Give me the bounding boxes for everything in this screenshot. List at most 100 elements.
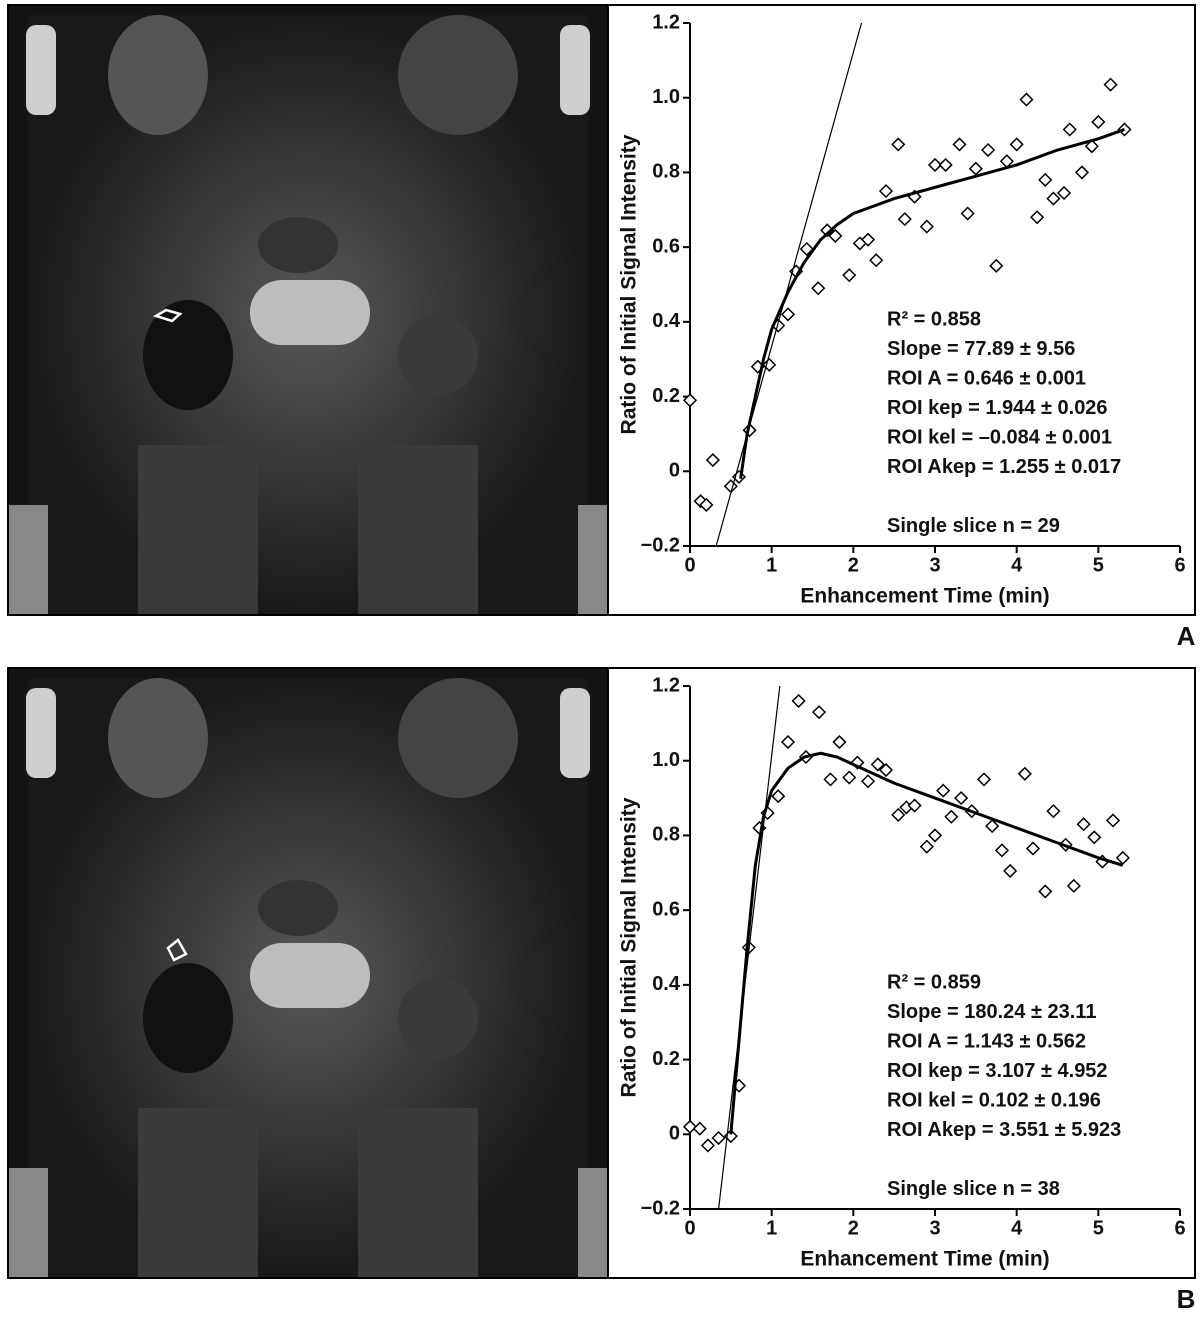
x-tick-label: 3 [929,554,940,576]
annotation: Slope = 180.24 ± 23.11 [887,1001,1096,1023]
x-tick-label: 2 [848,554,859,576]
data-point [1087,830,1102,845]
data-point [1103,77,1118,92]
y-tick-label: 0.8 [652,824,680,846]
data-point [811,281,826,296]
y-tick-label: 0.4 [652,973,681,995]
x-tick-label: 0 [684,554,695,576]
y-tick-label: 0.2 [652,385,680,407]
chart-border [607,667,1196,1279]
data-point [968,161,983,176]
x-tick-label: 1 [766,1217,777,1239]
x-tick-label: 0 [684,1217,695,1239]
y-tick-label: 0.2 [652,1048,680,1070]
data-point [1025,841,1041,856]
x-tick-label: 6 [1174,554,1185,576]
data-point [842,268,857,283]
data-point [1046,191,1061,206]
mri-image [8,668,608,1278]
data-point [1117,122,1132,137]
data-point [989,258,1004,273]
annotation: ROI kel = 0.102 ± 0.196 [887,1089,1101,1111]
data-point [842,770,857,785]
data-point [705,453,720,468]
annotation: ROI kep = 3.107 ± 4.952 [887,1060,1108,1082]
data-point [1056,185,1072,201]
data-point [700,1138,716,1153]
data-point [1003,863,1018,878]
data-point [869,253,884,268]
data-point [954,791,969,806]
data-point [1038,884,1053,899]
data-point [870,757,885,772]
annotation: ROI Akep = 3.551 ± 5.923 [887,1119,1121,1141]
data-point [985,819,1000,834]
data-point [927,828,943,843]
x-tick-label: 5 [1093,554,1104,576]
y-tick-label: 1.2 [652,11,680,33]
data-point [891,807,906,822]
x-axis-label: Enhancement Time (min) [800,585,1049,608]
data-point [1066,878,1081,893]
annotation: R² = 0.858 [887,308,981,330]
data-point [994,843,1010,858]
data-point [981,142,996,158]
y-tick-label: 0 [669,460,680,482]
x-tick-label: 4 [1011,554,1023,576]
annotation: Slope = 77.89 ± 9.56 [887,338,1075,360]
annotation: Single slice n = 38 [887,1178,1060,1200]
annotation: ROI A = 0.646 ± 0.001 [887,367,1086,389]
data-point [682,393,698,408]
data-point [927,157,943,173]
data-point [878,184,894,199]
data-point [1019,92,1034,107]
x-tick-label: 4 [1011,1217,1023,1239]
data-point [1046,804,1061,819]
y-tick-label: 1.0 [652,749,680,771]
data-point [828,228,843,243]
line [729,751,1124,1135]
x-tick-label: 1 [766,554,777,576]
data-point [897,212,912,227]
annotation: R² = 0.859 [887,971,981,993]
data-point [919,219,934,234]
y-tick-label: 1.0 [652,86,680,108]
data-point [860,232,876,247]
data-point [936,783,951,798]
annotation: ROI kep = 1.944 ± 0.026 [887,397,1108,419]
data-point [1105,813,1121,828]
y-tick-label: 0.6 [652,898,680,920]
y-tick-label: 0.4 [652,310,681,332]
data-point [1062,122,1077,137]
data-point [1030,210,1045,225]
x-tick-label: 2 [848,1217,859,1239]
x-tick-label: 5 [1093,1217,1104,1239]
data-point [780,734,796,750]
x-axis-label: Enhancement Time (min) [800,1248,1049,1271]
data-point [799,241,814,257]
data-point [907,798,922,813]
data-point [1017,766,1032,781]
y-tick-label: 1.2 [652,674,680,696]
y-axis-label: Ratio of Initial Signal Intensity [618,797,641,1097]
annotation: ROI Akep = 1.255 ± 0.017 [887,456,1121,478]
panel-label: A [1177,621,1196,651]
data-point [960,206,975,221]
data-point [682,1119,698,1134]
y-tick-label: −0.2 [641,1197,680,1219]
y-tick-label: 0.6 [652,235,680,257]
data-point [832,734,847,750]
data-point [692,1121,707,1136]
chart-border [607,4,1196,616]
data-point [938,157,953,173]
y-tick-label: −0.2 [641,534,680,556]
x-tick-label: 3 [929,1217,940,1239]
y-tick-label: 0 [669,1123,680,1145]
data-point [1091,114,1106,130]
data-point [952,137,967,152]
data-point [1115,850,1130,865]
y-axis-label: Ratio of Initial Signal Intensity [618,134,641,434]
data-point [723,479,738,494]
